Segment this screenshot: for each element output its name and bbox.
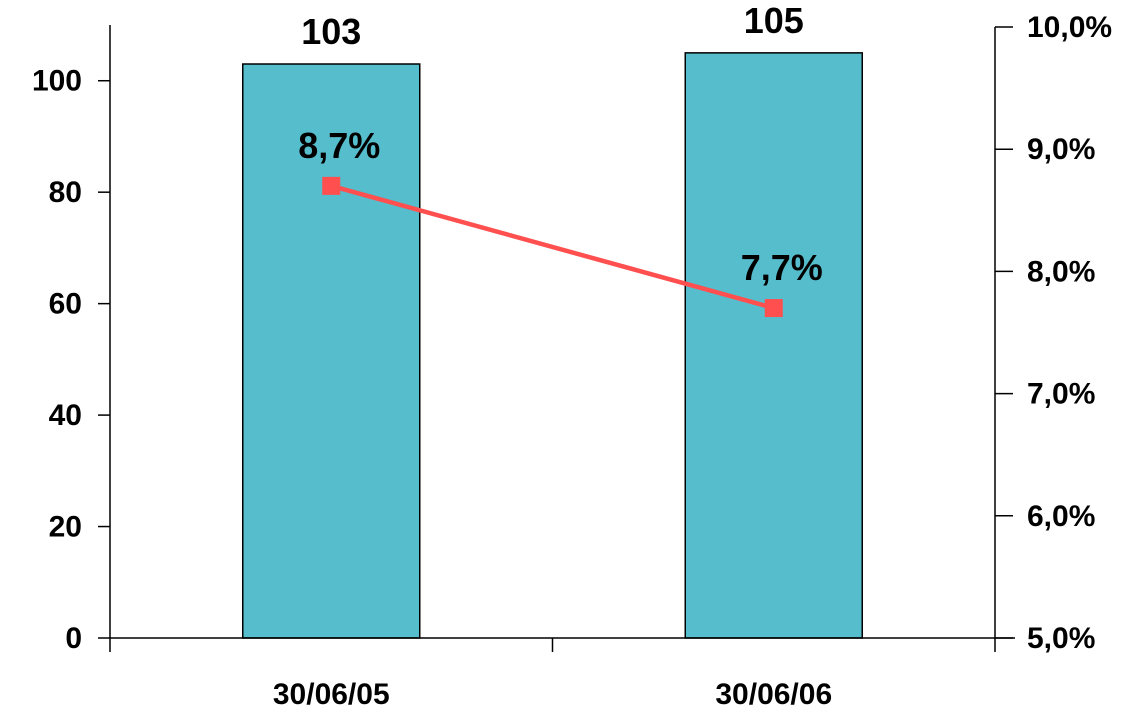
bar-value-label: 103 [301, 11, 361, 52]
category-label: 30/06/05 [273, 678, 390, 711]
bar-0 [242, 63, 421, 639]
bars-layer [242, 52, 863, 639]
left-tick-label: 20 [49, 511, 82, 544]
left-tick-label: 100 [32, 65, 82, 98]
axes-layer [98, 25, 1015, 652]
right-tick-label: 9,0% [1027, 133, 1095, 166]
right-tick-label: 7,0% [1027, 378, 1095, 411]
left-tick-label: 40 [49, 399, 82, 432]
line-point-marker-0 [322, 176, 341, 195]
category-label: 30/06/06 [715, 678, 832, 711]
labels-layer: 0 20 40 60 80 100 5,0% 6,0% 7,0% 8,0% 9,0% 10,0% 30/… [32, 0, 1112, 711]
line-layer [322, 176, 783, 318]
line-value-label: 7,7% [741, 247, 823, 288]
left-tick-label: 0 [65, 622, 82, 655]
line-value-label: 8,7% [298, 125, 380, 166]
right-tick-label: 6,0% [1027, 500, 1095, 533]
left-tick-label: 60 [49, 288, 82, 321]
bar-1 [684, 52, 863, 639]
right-tick-label: 5,0% [1027, 622, 1095, 655]
line-point-marker-1 [764, 299, 783, 318]
right-tick-label: 8,0% [1027, 255, 1095, 288]
left-tick-label: 80 [49, 176, 82, 209]
bar-value-label: 105 [744, 0, 804, 41]
line-series-path [330, 183, 775, 311]
right-tick-label: 10,0% [1027, 11, 1112, 44]
